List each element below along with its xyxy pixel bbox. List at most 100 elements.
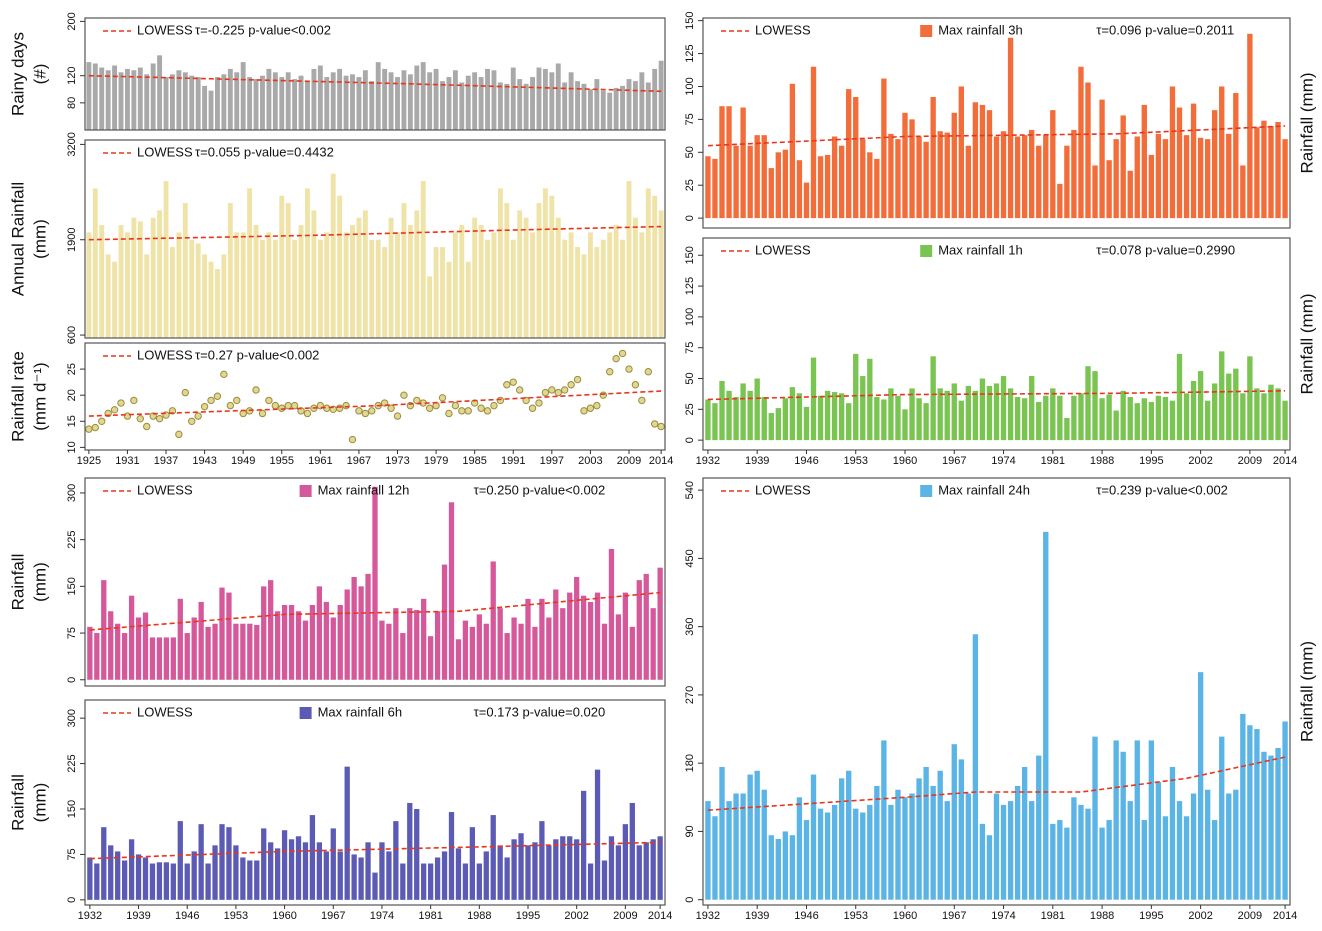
bar	[420, 62, 426, 130]
bar	[594, 79, 600, 130]
bar	[350, 225, 355, 338]
bar	[108, 845, 114, 900]
bar	[958, 759, 964, 900]
x-tick-label: 1953	[843, 455, 867, 467]
bar	[191, 851, 197, 900]
bar	[99, 67, 105, 130]
bar	[810, 66, 817, 219]
bar	[407, 225, 413, 338]
point	[560, 386, 569, 394]
bar	[546, 617, 552, 680]
bar	[128, 839, 135, 900]
bar	[491, 70, 497, 130]
bar	[115, 623, 121, 680]
bar	[87, 857, 93, 900]
y-tick-label: 100	[684, 308, 696, 326]
lowess-line	[88, 74, 662, 93]
bar	[1050, 110, 1056, 219]
bar	[1000, 131, 1007, 219]
bar	[719, 106, 725, 219]
point	[355, 407, 363, 415]
point	[143, 422, 151, 431]
bar	[622, 592, 629, 680]
x-tick-label: 1932	[78, 910, 102, 922]
bar	[1120, 390, 1126, 441]
legend-series-label: Max rainfall 6h	[318, 704, 403, 719]
bar	[344, 589, 350, 680]
bar	[156, 862, 163, 900]
y-axis-label: Rainfall (mm)	[1297, 72, 1316, 173]
bar	[824, 154, 831, 219]
point	[130, 396, 138, 405]
bar	[170, 637, 176, 680]
bar	[285, 72, 291, 130]
bar	[1036, 401, 1042, 441]
bar	[754, 770, 760, 900]
bar	[433, 68, 439, 130]
bar	[260, 239, 265, 338]
x-tick-label: 1961	[308, 455, 332, 467]
bar	[643, 573, 649, 680]
y-tick-label: 0	[684, 215, 696, 221]
point	[155, 414, 164, 423]
bar	[118, 225, 124, 338]
x-tick-label: 1988	[1090, 910, 1114, 922]
y-tick-label: 450	[684, 549, 696, 567]
y-axis-label: (mm)	[30, 219, 49, 259]
bar	[490, 815, 496, 900]
y-tick-label: 225	[66, 754, 78, 772]
point	[400, 391, 408, 399]
bar	[1169, 400, 1176, 441]
bar	[888, 804, 894, 900]
panel: LOWESS τ=-0.225 p-value<0.002 80 120 200 Rain…	[8, 12, 666, 131]
bar	[382, 247, 388, 338]
bar	[986, 385, 993, 441]
bar	[137, 67, 143, 130]
bar	[1141, 398, 1147, 441]
bar	[1247, 33, 1253, 219]
bar	[272, 239, 278, 338]
bar	[386, 623, 392, 680]
bar	[421, 598, 427, 680]
bar	[311, 68, 317, 130]
bar	[1021, 766, 1028, 900]
bar	[1219, 736, 1225, 900]
bar	[184, 863, 190, 900]
bar	[1275, 388, 1281, 441]
bar	[581, 83, 587, 130]
bar	[469, 827, 476, 900]
x-tick-label: 1932	[696, 455, 720, 467]
bar	[923, 141, 929, 219]
bar	[292, 239, 298, 338]
bar	[810, 357, 817, 441]
bar	[937, 770, 943, 900]
bar	[485, 68, 490, 130]
bar	[101, 827, 107, 900]
bar	[369, 81, 375, 130]
bar	[1282, 721, 1288, 900]
bar	[620, 85, 626, 130]
x-tick-label: 1943	[192, 455, 216, 467]
bar	[525, 598, 531, 680]
bar	[401, 203, 407, 338]
point	[657, 422, 665, 431]
y-tick-label: 0	[684, 437, 696, 443]
bar	[1106, 820, 1112, 900]
bar	[972, 390, 979, 441]
bar	[266, 232, 272, 338]
x-tick-label: 1949	[231, 455, 255, 467]
y-axis-label: Rainfall rate	[8, 351, 27, 442]
bar	[643, 842, 649, 900]
bar	[441, 851, 448, 900]
point	[445, 409, 453, 418]
bar	[1148, 154, 1155, 219]
bar	[575, 81, 580, 130]
x-tick-label: 1995	[1139, 455, 1163, 467]
bar	[562, 82, 568, 130]
bar	[600, 239, 606, 338]
bar	[629, 802, 635, 900]
bar	[234, 72, 240, 130]
y-tick-label: 300	[66, 709, 78, 727]
bar	[608, 548, 615, 680]
